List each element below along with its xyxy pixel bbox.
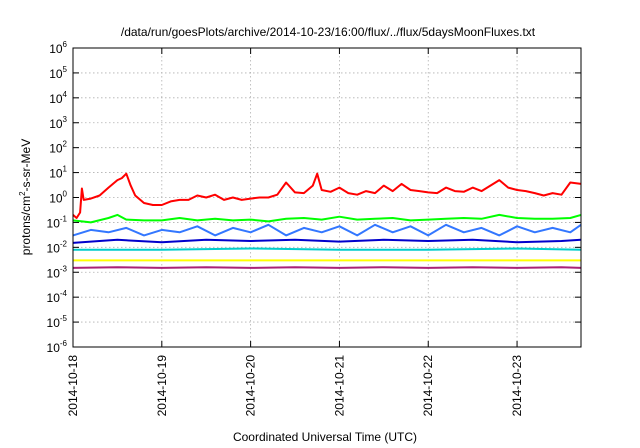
y-tick-label: 10-1: [47, 214, 68, 230]
y-tick-label: 105: [49, 65, 67, 81]
y-axis-label: protons/cm2-s-sr-MeV: [18, 139, 33, 255]
chart-title: /data/run/goesPlots/archive/2014-10-23/1…: [121, 25, 536, 39]
y-tick-label: 10-4: [47, 289, 68, 305]
x-tick-label: 2014-10-19: [155, 355, 169, 417]
y-tick-label: 104: [49, 90, 67, 106]
x-tick-label: 2014-10-23: [510, 355, 524, 417]
series-line: [72, 223, 582, 237]
y-tick-label: 10-6: [47, 339, 68, 355]
x-tick-label: 2014-10-22: [421, 355, 435, 417]
y-tick-label: 103: [49, 115, 67, 131]
y-tick-label: 101: [49, 165, 67, 181]
x-axis: 2014-10-18 2014-10-19 2014-10-20 2014-10-21…: [66, 48, 524, 416]
series-line: [72, 238, 582, 244]
x-axis-label: Coordinated Universal Time (UTC): [233, 430, 417, 444]
y-tick-label: 10-3: [47, 264, 68, 280]
y-tick-label: 10-2: [47, 239, 68, 255]
series-layer: [72, 172, 582, 269]
y-tick-label: 100: [49, 190, 67, 206]
series-line: [73, 247, 582, 251]
series-line: [72, 172, 582, 219]
y-tick-label: 102: [49, 140, 67, 156]
y-tick-label: 10-5: [47, 314, 68, 330]
grid-layer: [73, 48, 581, 347]
series-line: [72, 213, 582, 224]
series-line: [72, 266, 582, 269]
x-tick-label: 2014-10-21: [332, 355, 346, 417]
x-tick-label: 2014-10-20: [244, 355, 258, 417]
y-tick-label: 106: [49, 40, 67, 56]
x-tick-label: 2014-10-18: [66, 355, 80, 417]
y-axis: 10-6 10-5 10-4 10-3 10-2 10-1 100 101 102 103 104 1…: [47, 40, 581, 355]
